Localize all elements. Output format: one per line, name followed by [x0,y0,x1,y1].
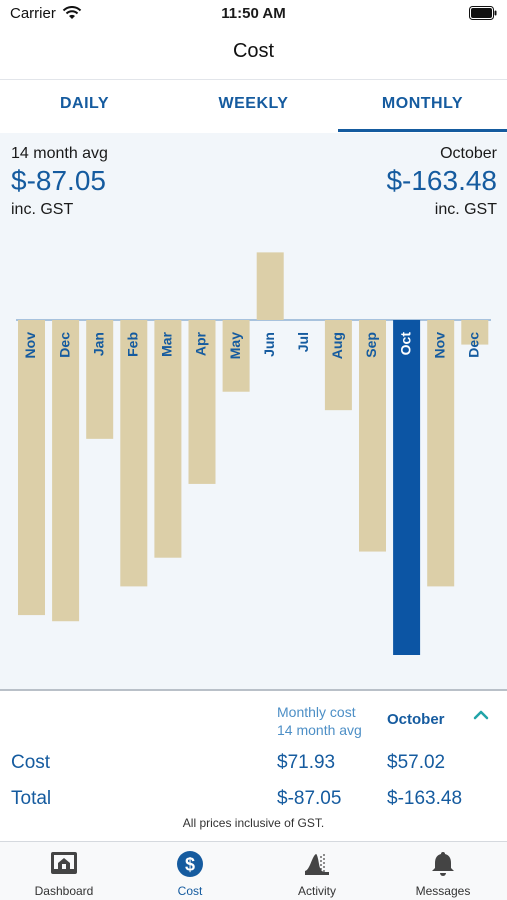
chart-tick-label-nov-12: Nov [431,332,447,359]
svg-text:$: $ [185,855,195,875]
divider [0,689,507,691]
chart-tick-label-apr-5: Apr [193,331,209,356]
chart-tick-label-dec-13: Dec [466,332,482,358]
col-head-avg-line2: 14 month avg [277,722,362,738]
chart-tick-label-jul-8: Jul [295,332,311,352]
col-head-month: October [387,711,445,728]
chart-bar-aug-9[interactable] [324,320,352,411]
chart-bar-dec-1[interactable] [52,320,80,622]
avg-gst-note: inc. GST [11,201,74,218]
chart-bar-oct-11[interactable] [393,320,421,655]
tab-active-indicator [338,129,507,132]
avg-value: $-87.05 [11,165,106,196]
carrier-label: Carrier [10,5,56,22]
chart-bar-jun-7[interactable] [256,252,284,320]
bell-icon [432,852,454,876]
chart-tick-label-may-6: May [227,332,243,359]
page-title: Cost [232,40,275,62]
chart-bar-may-6[interactable] [222,320,250,392]
chart-tick-label-dec-1: Dec [56,332,72,358]
tabbar-activity[interactable]: Activity [254,842,380,900]
summary-table: Monthly cost 14 month avg October Cost $… [0,691,507,841]
col-head-avg: Monthly cost 14 month avg [277,703,362,739]
gst-footnote: All prices inclusive of GST. [182,816,325,830]
tabbar-label-messages: Messages [415,884,471,898]
chart-bar-apr-5[interactable] [188,320,216,484]
chart-tick-label-aug-9: Aug [329,332,345,359]
status-bar: Carrier 11:50 AM [0,0,507,30]
chart-tick-label-jan-2: Jan [90,332,106,356]
wifi-icon [62,6,82,19]
tab-weekly[interactable]: WEEKLY [218,95,289,112]
period-tabs: DAILY WEEKLY MONTHLY [0,79,507,133]
battery-icon [469,6,497,20]
dashboard-icon [51,852,77,874]
chart-tick-label-mar-4: Mar [159,331,175,356]
selected-month-label: October [440,145,497,162]
chart-tick-label-oct-11: Oct [397,332,413,356]
chart-bar-sep-10[interactable] [359,320,386,552]
chart-bar-dec-13[interactable] [461,320,489,345]
avg-label: 14 month avg [11,145,108,162]
row-label-cost: Cost [11,752,51,773]
activity-icon [305,854,329,875]
tabbar-dashboard[interactable]: Dashboard [1,842,127,900]
chevron-up-icon[interactable] [472,709,490,721]
dollar-icon: $ [177,851,203,877]
tab-monthly[interactable]: MONTHLY [381,95,464,112]
chart-tick-label-nov-0: Nov [22,332,38,359]
monthly-cost-chart[interactable]: Nov Dec Jan Feb Mar Apr May Jun Jul Aug Sep Oct Nov D… [0,133,507,690]
tabbar-label-dashboard: Dashboard [34,884,94,898]
chart-bar-feb-3[interactable] [120,320,148,587]
bottom-tab-bar: Dashboard $ Cost Activity Messages [0,841,507,900]
total-avg-value: $-87.05 [277,788,342,809]
tab-daily[interactable]: DAILY [59,95,110,112]
chart-bar-nov-12[interactable] [427,320,455,587]
chart-bar-mar-4[interactable] [154,320,182,558]
chart-tick-label-feb-3: Feb [125,332,141,357]
chart-tick-label-jun-7: Jun [261,332,277,357]
chart-panel: Nov Dec Jan Feb Mar Apr May Jun Jul Aug Sep Oct Nov D… [0,133,507,690]
total-month-value: $-163.48 [387,788,463,809]
selected-month-value: $-163.48 [386,165,497,196]
chart-tick-label-sep-10: Sep [363,332,379,358]
tabbar-label-cost: Cost [177,884,203,898]
chart-bar-jan-2[interactable] [86,320,114,439]
clock: 11:50 AM [221,5,286,22]
tabbar-cost[interactable]: $ Cost [127,842,253,900]
tabbar-label-activity: Activity [297,884,336,898]
cost-avg-value: $71.93 [277,752,336,773]
cost-month-value: $57.02 [387,752,446,773]
chart-bar-nov-0[interactable] [18,320,45,616]
selected-gst-note: inc. GST [434,201,497,218]
row-label-total: Total [11,788,52,809]
tabbar-messages[interactable]: Messages [380,842,506,900]
col-head-avg-line1: Monthly cost [277,704,356,720]
